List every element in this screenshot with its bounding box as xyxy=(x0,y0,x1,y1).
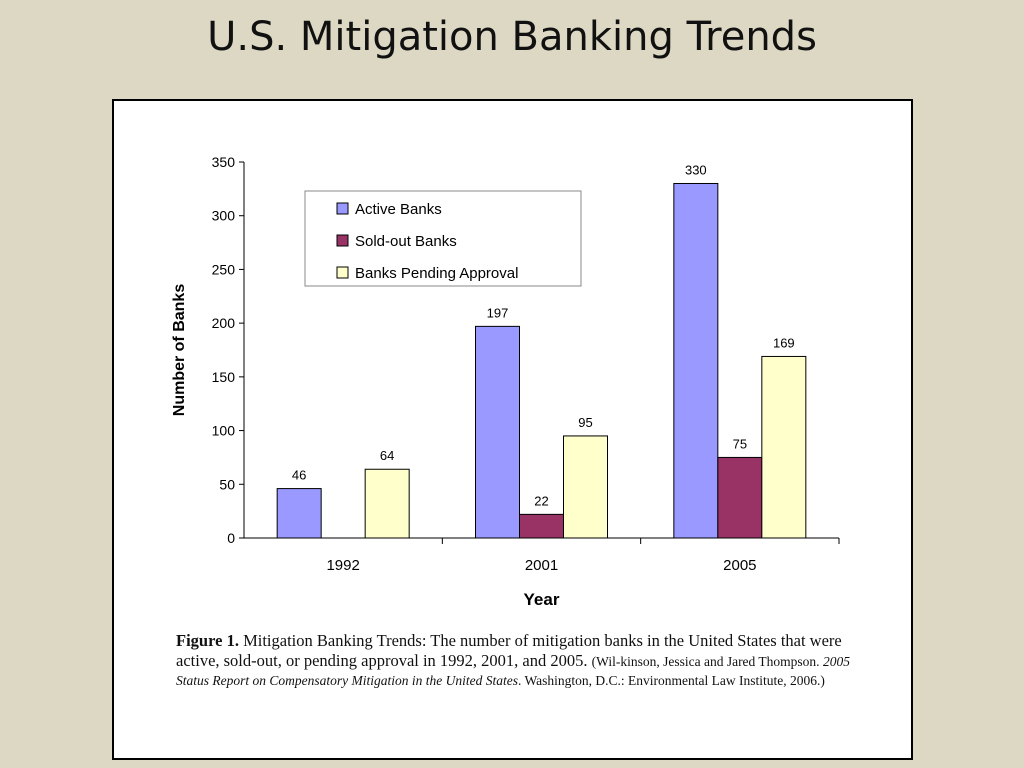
data-label: 330 xyxy=(685,162,707,177)
caption-ref-end: . Washington, D.C.: Environmental Law In… xyxy=(517,673,825,688)
caption-label: Figure 1. xyxy=(176,631,239,650)
caption-ref-start: (Wil-kinson, Jessica and Jared Thompson. xyxy=(591,654,823,669)
y-tick-label: 200 xyxy=(212,315,236,331)
legend-label: Active Banks xyxy=(355,201,442,218)
y-tick-label: 150 xyxy=(212,369,236,385)
legend-swatch xyxy=(336,202,349,215)
legend-swatch xyxy=(336,234,349,247)
y-tick-label: 300 xyxy=(212,208,236,224)
legend-label: Sold-out Banks xyxy=(355,233,457,250)
bar-chart: 0 50 100 150 200 250 300 350 1992 46 64 2001 197 22 95… xyxy=(171,154,840,609)
bar xyxy=(364,468,410,539)
bar xyxy=(717,456,763,539)
data-label: 95 xyxy=(578,415,592,430)
y-tick-label: 350 xyxy=(212,154,236,170)
bar xyxy=(519,513,564,539)
bar xyxy=(673,182,719,539)
y-axis-title: Number of Banks xyxy=(171,284,188,417)
bar xyxy=(276,488,322,539)
data-label: 75 xyxy=(733,436,747,451)
data-label: 197 xyxy=(487,305,509,320)
legend-label: Banks Pending Approval xyxy=(355,265,518,282)
data-label: 22 xyxy=(534,493,548,508)
legend-box xyxy=(304,190,582,287)
bar xyxy=(563,435,608,539)
figure-caption: Figure 1. Mitigation Banking Trends: The… xyxy=(176,631,876,690)
bar xyxy=(761,355,807,539)
x-tick-label: 1992 xyxy=(326,557,359,574)
x-tick-label: 2001 xyxy=(525,557,558,574)
y-tick-label: 0 xyxy=(227,530,235,546)
y-tick-label: 50 xyxy=(219,476,235,492)
legend-swatch xyxy=(336,266,349,279)
x-tick-label: 2005 xyxy=(723,557,756,574)
bar xyxy=(475,325,520,539)
y-tick-label: 250 xyxy=(212,261,236,277)
slide-title: U.S. Mitigation Banking Trends xyxy=(207,14,817,60)
y-tick-label: 100 xyxy=(212,423,236,439)
data-label: 169 xyxy=(773,335,795,350)
data-label: 46 xyxy=(292,468,306,483)
x-axis-title: Year xyxy=(524,590,560,609)
caption-ref-title: 2005 Status Report on Compensatory Mitig… xyxy=(176,654,850,688)
caption-text: Mitigation Banking Trends: The number of… xyxy=(176,631,842,670)
data-label: 64 xyxy=(380,448,394,463)
figure-box: 0 50 100 150 200 250 300 350 1992 46 64 2001 197 22 95… xyxy=(112,99,913,760)
